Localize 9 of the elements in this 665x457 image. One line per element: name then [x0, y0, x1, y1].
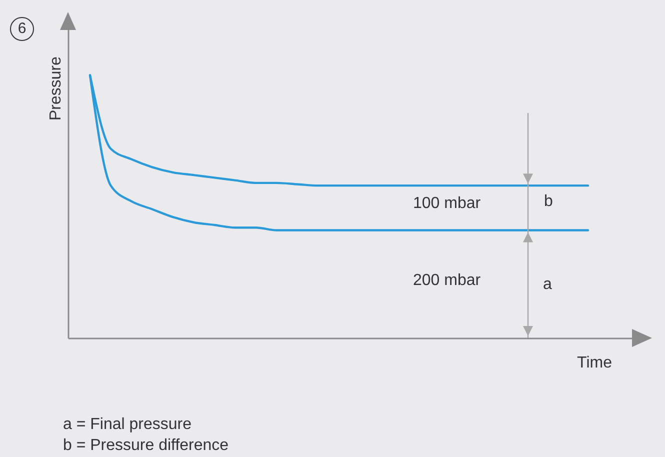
y-axis-title: Pressure	[48, 56, 64, 121]
text: a = Final pressure	[63, 416, 192, 434]
annotation: a	[543, 276, 552, 294]
annotation: 100 mbar	[413, 195, 481, 213]
annotation: 200 mbar	[413, 272, 481, 290]
annotation: b	[544, 193, 553, 211]
number-badge: 6	[10, 17, 34, 41]
text: b = Pressure difference	[63, 437, 229, 455]
x-axis-title: Time	[577, 354, 612, 372]
